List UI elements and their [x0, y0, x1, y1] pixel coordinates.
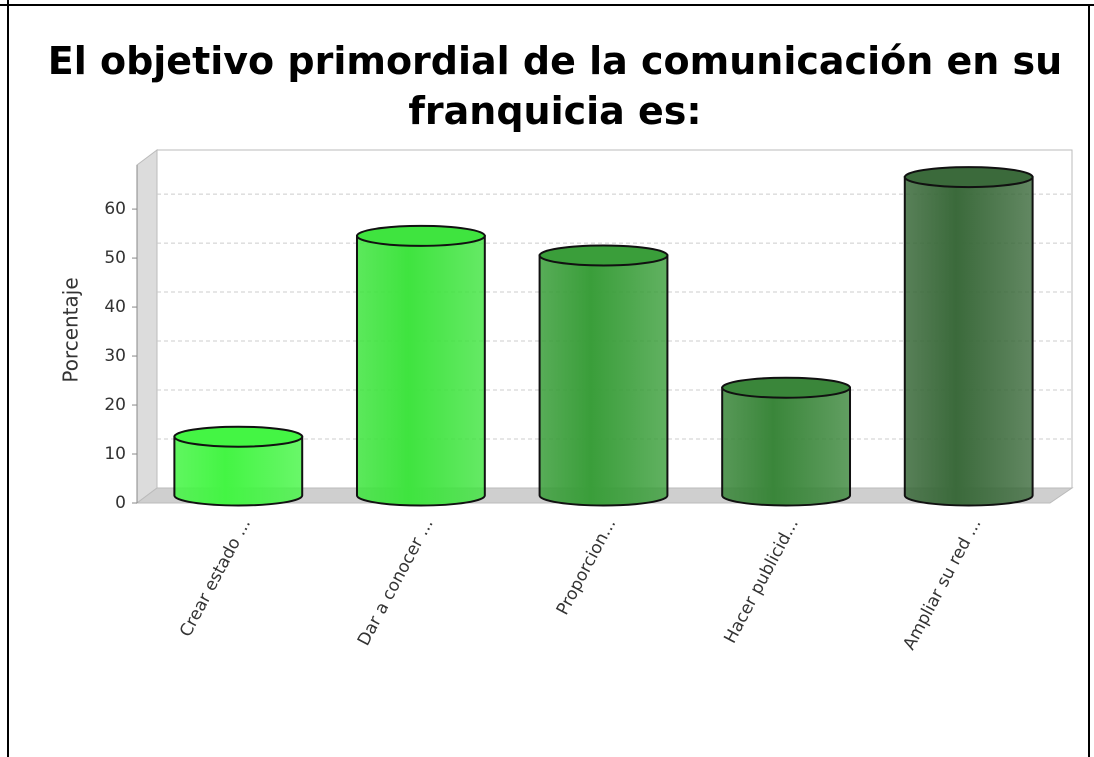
bar-top	[173, 425, 304, 448]
y-tick-label: 20	[104, 395, 126, 415]
bar	[173, 435, 304, 507]
x-tick-label: Crear estado ...	[176, 515, 255, 640]
y-tick-label: 10	[104, 444, 126, 464]
x-tick-label: Dar a conocer ...	[354, 515, 438, 649]
bar-top	[721, 376, 852, 399]
bar-top	[538, 244, 669, 267]
y-tick-label: 50	[104, 248, 126, 268]
y-tick-label: 40	[104, 297, 126, 317]
left-wall	[136, 149, 158, 504]
bar	[721, 386, 852, 507]
bar	[355, 234, 486, 507]
bar	[903, 176, 1034, 507]
x-tick-label: Proporcion...	[553, 515, 621, 618]
x-tick-label: Ampliar su red ...	[899, 515, 985, 653]
bar	[538, 254, 669, 507]
bar-top	[355, 224, 486, 247]
y-tick-label: 30	[104, 346, 126, 366]
y-tick-label: 0	[115, 493, 126, 513]
y-tick-label: 60	[104, 199, 126, 219]
x-tick-label: Hacer publicid...	[720, 515, 803, 646]
bar-top	[903, 166, 1034, 189]
chart-title: El objetivo primordial de la comunicació…	[47, 39, 1063, 133]
y-axis-label: Porcentaje	[59, 277, 83, 382]
